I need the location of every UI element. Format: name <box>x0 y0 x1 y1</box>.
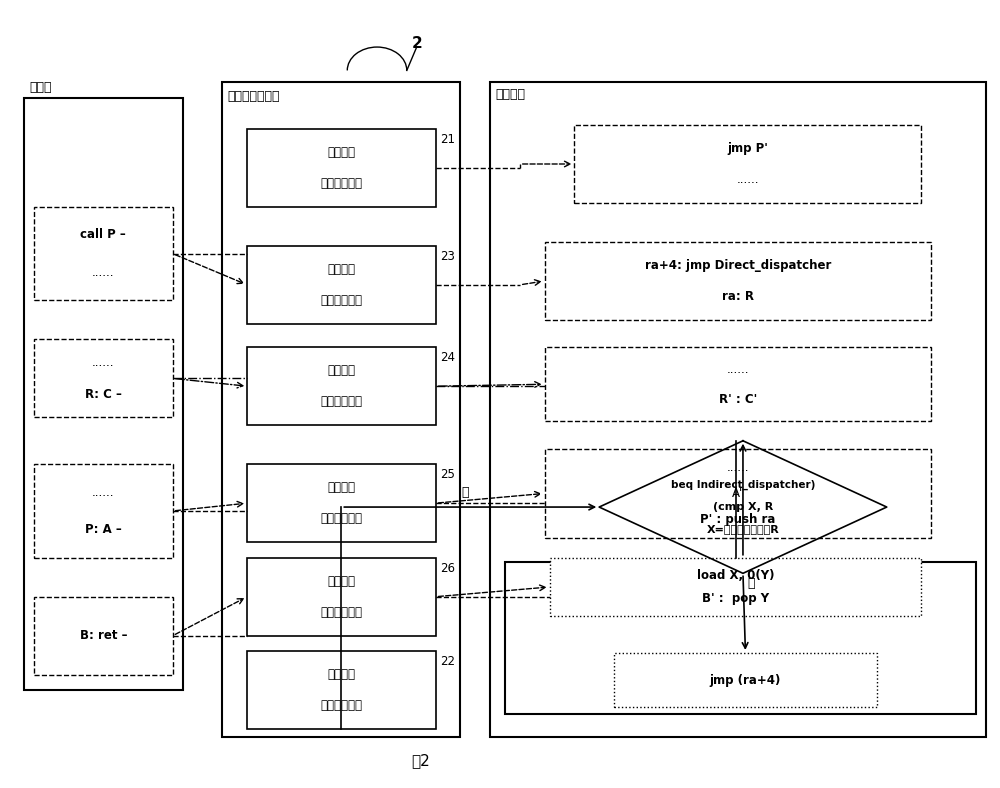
Text: 控制中心: 控制中心 <box>327 146 355 159</box>
Text: ......: ...... <box>92 356 115 370</box>
Bar <box>247 129 436 207</box>
Text: P' : push ra: P' : push ra <box>700 512 776 526</box>
Text: 2: 2 <box>411 35 422 50</box>
Text: 否: 否 <box>462 486 469 500</box>
Text: R' : C': R' : C' <box>719 392 757 406</box>
Bar <box>34 597 173 675</box>
Text: ......: ...... <box>737 173 759 186</box>
Text: beq Indirect_dispatcher): beq Indirect_dispatcher) <box>671 480 815 490</box>
Text: 间接跳转指令: 间接跳转指令 <box>320 700 362 712</box>
Text: 是: 是 <box>747 578 755 590</box>
Text: 直接跳转指令: 直接跳转指令 <box>320 177 362 190</box>
Text: 翻译模块: 翻译模块 <box>327 574 355 588</box>
Text: 控制中心: 控制中心 <box>327 668 355 681</box>
Bar <box>505 562 976 714</box>
Text: 26: 26 <box>441 562 456 574</box>
Text: A': A' <box>732 487 744 500</box>
Bar <box>247 348 436 426</box>
Text: ......: ...... <box>92 266 115 279</box>
Text: ......: ...... <box>727 461 749 474</box>
Text: load X, 0(Y): load X, 0(Y) <box>697 569 774 582</box>
Text: B: ret –: B: ret – <box>80 629 127 642</box>
Text: call P –: call P – <box>80 229 126 241</box>
Text: 22: 22 <box>441 655 456 668</box>
Text: 翻译模块: 翻译模块 <box>327 481 355 494</box>
Bar <box>247 464 436 542</box>
Text: X=正确的返回地址R: X=正确的返回地址R <box>707 524 779 534</box>
Text: 21: 21 <box>441 133 456 146</box>
Text: 25: 25 <box>441 468 455 481</box>
Bar <box>247 246 436 324</box>
Bar <box>490 82 986 737</box>
Text: ......: ...... <box>92 485 115 499</box>
Bar <box>574 125 921 203</box>
Text: B' :  pop Y: B' : pop Y <box>702 592 769 605</box>
Text: 23: 23 <box>441 250 455 262</box>
Text: R: C –: R: C – <box>85 388 122 400</box>
Text: ra+4: jmp Direct_dispatcher: ra+4: jmp Direct_dispatcher <box>645 258 831 272</box>
Bar <box>24 98 183 690</box>
Bar <box>247 558 436 636</box>
Text: 插入模块: 插入模块 <box>327 364 355 377</box>
Text: (cmp X, R: (cmp X, R <box>713 502 773 512</box>
Bar <box>550 558 921 616</box>
Text: 函数调用指令: 函数调用指令 <box>320 396 362 408</box>
Bar <box>545 348 931 422</box>
Bar <box>545 448 931 538</box>
Text: ......: ...... <box>727 363 749 376</box>
Bar <box>34 207 173 300</box>
Text: 二进制翻译系统: 二进制翻译系统 <box>227 90 280 103</box>
Bar <box>34 464 173 558</box>
Text: 翻译模块: 翻译模块 <box>327 262 355 276</box>
Text: 图2: 图2 <box>411 753 430 768</box>
Text: jmp (ra+4): jmp (ra+4) <box>710 674 781 686</box>
Text: 函数调用开始: 函数调用开始 <box>320 512 362 526</box>
Text: 函数调用指令: 函数调用指令 <box>320 294 362 307</box>
Text: jmp P': jmp P' <box>727 142 768 155</box>
Text: 源程序: 源程序 <box>29 81 51 94</box>
Bar <box>222 82 460 737</box>
Bar <box>545 242 931 320</box>
Bar <box>247 652 436 729</box>
Bar <box>614 652 877 708</box>
Text: P: A –: P: A – <box>85 523 122 536</box>
Text: ra: R: ra: R <box>722 290 754 303</box>
Text: 24: 24 <box>441 351 456 364</box>
Text: 目标程序: 目标程序 <box>495 88 525 102</box>
Bar <box>34 340 173 418</box>
Text: 函数调用结束: 函数调用结束 <box>320 606 362 619</box>
